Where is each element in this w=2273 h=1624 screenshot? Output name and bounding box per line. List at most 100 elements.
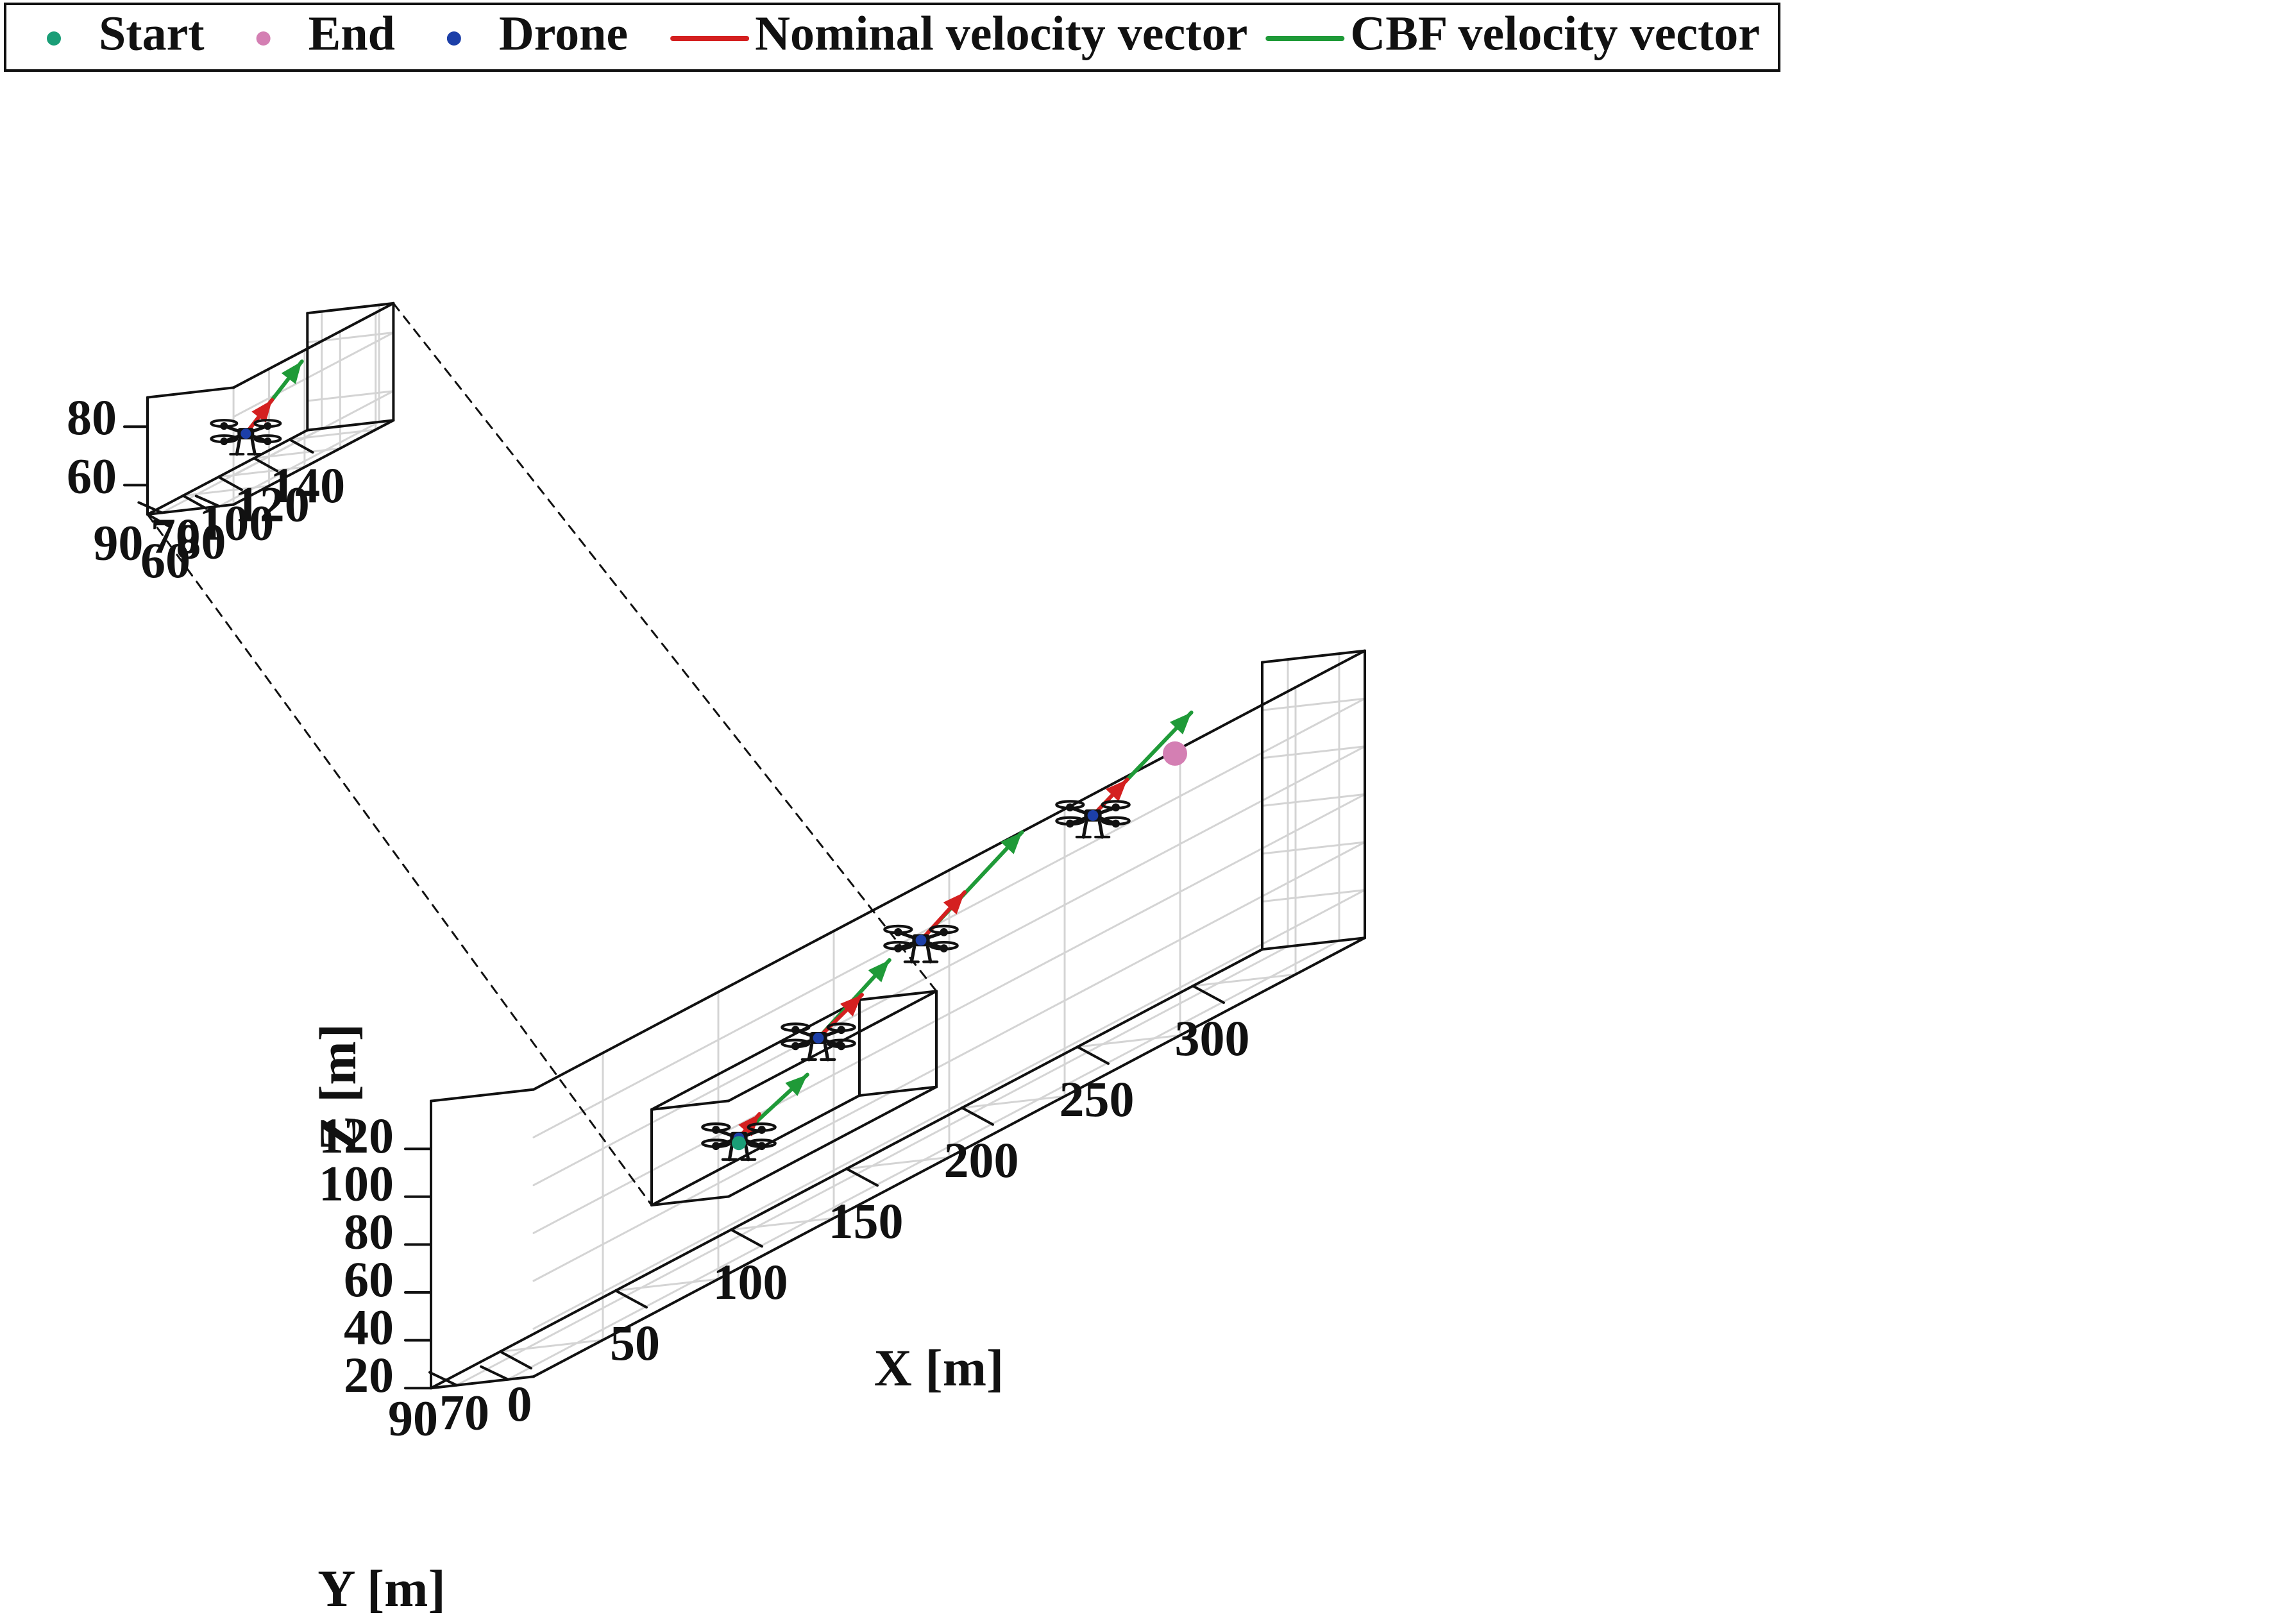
drone-marker-leg: [909, 945, 917, 964]
main-x-tick: [1192, 985, 1225, 1004]
cbf-velocity-vector-head: [785, 1074, 807, 1096]
legend-label: End: [308, 6, 395, 60]
drone-marker-marker: [813, 1032, 824, 1044]
inset-x-tick: [217, 475, 243, 491]
main-box-edge: [1261, 649, 1366, 664]
drone-marker-motor: [791, 1026, 800, 1035]
inset-drone-marker-leg: [250, 438, 257, 456]
drone-marker-motor: [894, 944, 902, 952]
zoom-connector-line: [146, 513, 653, 1206]
drone-marker-motor: [757, 1142, 766, 1151]
drone-marker-leg: [1097, 820, 1104, 839]
drone-marker-motor: [894, 928, 902, 936]
legend-marker: [256, 31, 271, 46]
inset-x-tick-label: 80: [176, 514, 226, 570]
inset-box-edge: [306, 419, 395, 432]
data-layer: [210, 359, 1194, 1162]
main-grid-back-z: [532, 841, 1366, 1282]
main-x-tick-label: 300: [1175, 1010, 1250, 1066]
drone-marker-leg: [823, 1043, 830, 1062]
drone-marker-marker: [915, 935, 927, 946]
inset-drone-marker-motor: [220, 422, 228, 430]
main-grid-side-z: [1261, 745, 1366, 759]
main-grid-side-z: [1261, 697, 1366, 711]
legend-box: [4, 3, 1781, 72]
inset-x-tick-label: 140: [270, 457, 345, 513]
drone-marker-motor: [1111, 819, 1120, 828]
drone-marker-motor: [837, 1042, 845, 1051]
main-grid-back-z: [532, 745, 1366, 1187]
drone-marker-motor: [791, 1042, 800, 1051]
main-y-axis-label: Y [m]: [317, 1559, 446, 1618]
main-grid-floor-x: [1192, 973, 1297, 987]
inset-cbf-velocity-vector-head: [281, 361, 302, 384]
main-grid-floor-x: [845, 1156, 951, 1170]
inset-box-edge: [232, 301, 395, 389]
legend-label: Start: [99, 6, 205, 60]
main-z-tick-label: 80: [344, 1203, 394, 1259]
inset-y-tick: [194, 495, 221, 508]
inset-grid-side-z: [306, 390, 394, 402]
main-grid-floor-x: [730, 1217, 835, 1231]
main-grid-back-z: [532, 889, 1366, 1330]
cbf-velocity-vector-head: [1001, 832, 1022, 854]
start-marker: [732, 1136, 746, 1151]
drone-marker-marker: [1087, 810, 1099, 821]
main-z-tick-label: 60: [344, 1251, 394, 1307]
drone-marker-leg: [807, 1043, 814, 1062]
inset-x-tick-label: 120: [235, 476, 310, 532]
main-x-tick: [730, 1228, 763, 1248]
inset-box-edge: [146, 428, 309, 516]
inset-drone-marker-leg: [235, 438, 241, 456]
drone-marker-leg: [743, 1143, 750, 1162]
main-grid-back-z: [532, 697, 1366, 1138]
drone-marker-leg: [1081, 820, 1088, 839]
main-x-tick: [1076, 1045, 1110, 1065]
end-marker: [1163, 741, 1187, 766]
inset-box-edge: [146, 386, 235, 399]
main-box-edge: [430, 1088, 535, 1103]
drone-marker-leg: [727, 1143, 734, 1162]
main-y-tick: [428, 1371, 458, 1387]
inset-drone-marker-motor: [264, 437, 272, 446]
legend-label: CBF velocity vector: [1350, 6, 1760, 60]
main-box-edge: [1261, 936, 1366, 951]
main-x-tick-label: 50: [610, 1315, 660, 1371]
inset-x-tick: [146, 513, 172, 529]
main-y-tick-label: 90: [388, 1391, 438, 1446]
main-x-tick-label: 0: [507, 1376, 532, 1432]
main-box-edge: [430, 1375, 535, 1390]
legend-marker: [446, 31, 461, 46]
main-grid-floor-y: [507, 940, 1340, 1381]
legend-label: Drone: [499, 6, 628, 60]
drone-marker-motor: [837, 1026, 845, 1035]
main-box-edge: [532, 649, 1366, 1091]
zoom-connector-line: [392, 302, 938, 992]
inset-x-tick: [253, 457, 279, 473]
main-x-axis-label: X [m]: [874, 1339, 1004, 1397]
inset-y-tick-label: 90: [93, 514, 143, 570]
legend-layer: Start End Drone Nominal velocity vector CBF …: [4, 3, 1781, 72]
main-y-tick: [480, 1365, 509, 1381]
zoom-box-edge: [858, 1085, 938, 1097]
main-x-tick: [614, 1289, 648, 1309]
inset-x-tick: [288, 438, 314, 454]
main-box-edge: [532, 936, 1366, 1378]
inset-z-tick-label: 80: [67, 389, 117, 445]
main-z-tick-label: 100: [319, 1156, 394, 1212]
main-x-tick: [961, 1106, 994, 1126]
main-z-tick-label: 40: [344, 1299, 394, 1355]
main-grid-side-z: [1261, 841, 1366, 855]
legend-marker: [47, 31, 61, 46]
zoom-box-edge: [650, 1099, 730, 1111]
main-z-axis-label: Z [m]: [308, 1024, 367, 1151]
inset-grid-back-z: [232, 332, 394, 418]
legend-label: Nominal velocity vector: [755, 6, 1247, 60]
cbf-velocity-vector-head: [1169, 712, 1192, 735]
inset-box-edge: [232, 419, 395, 506]
nominal-velocity-vector-head: [1105, 779, 1128, 802]
main-x-tick: [499, 1350, 532, 1370]
main-grid-floor-x: [961, 1095, 1066, 1109]
